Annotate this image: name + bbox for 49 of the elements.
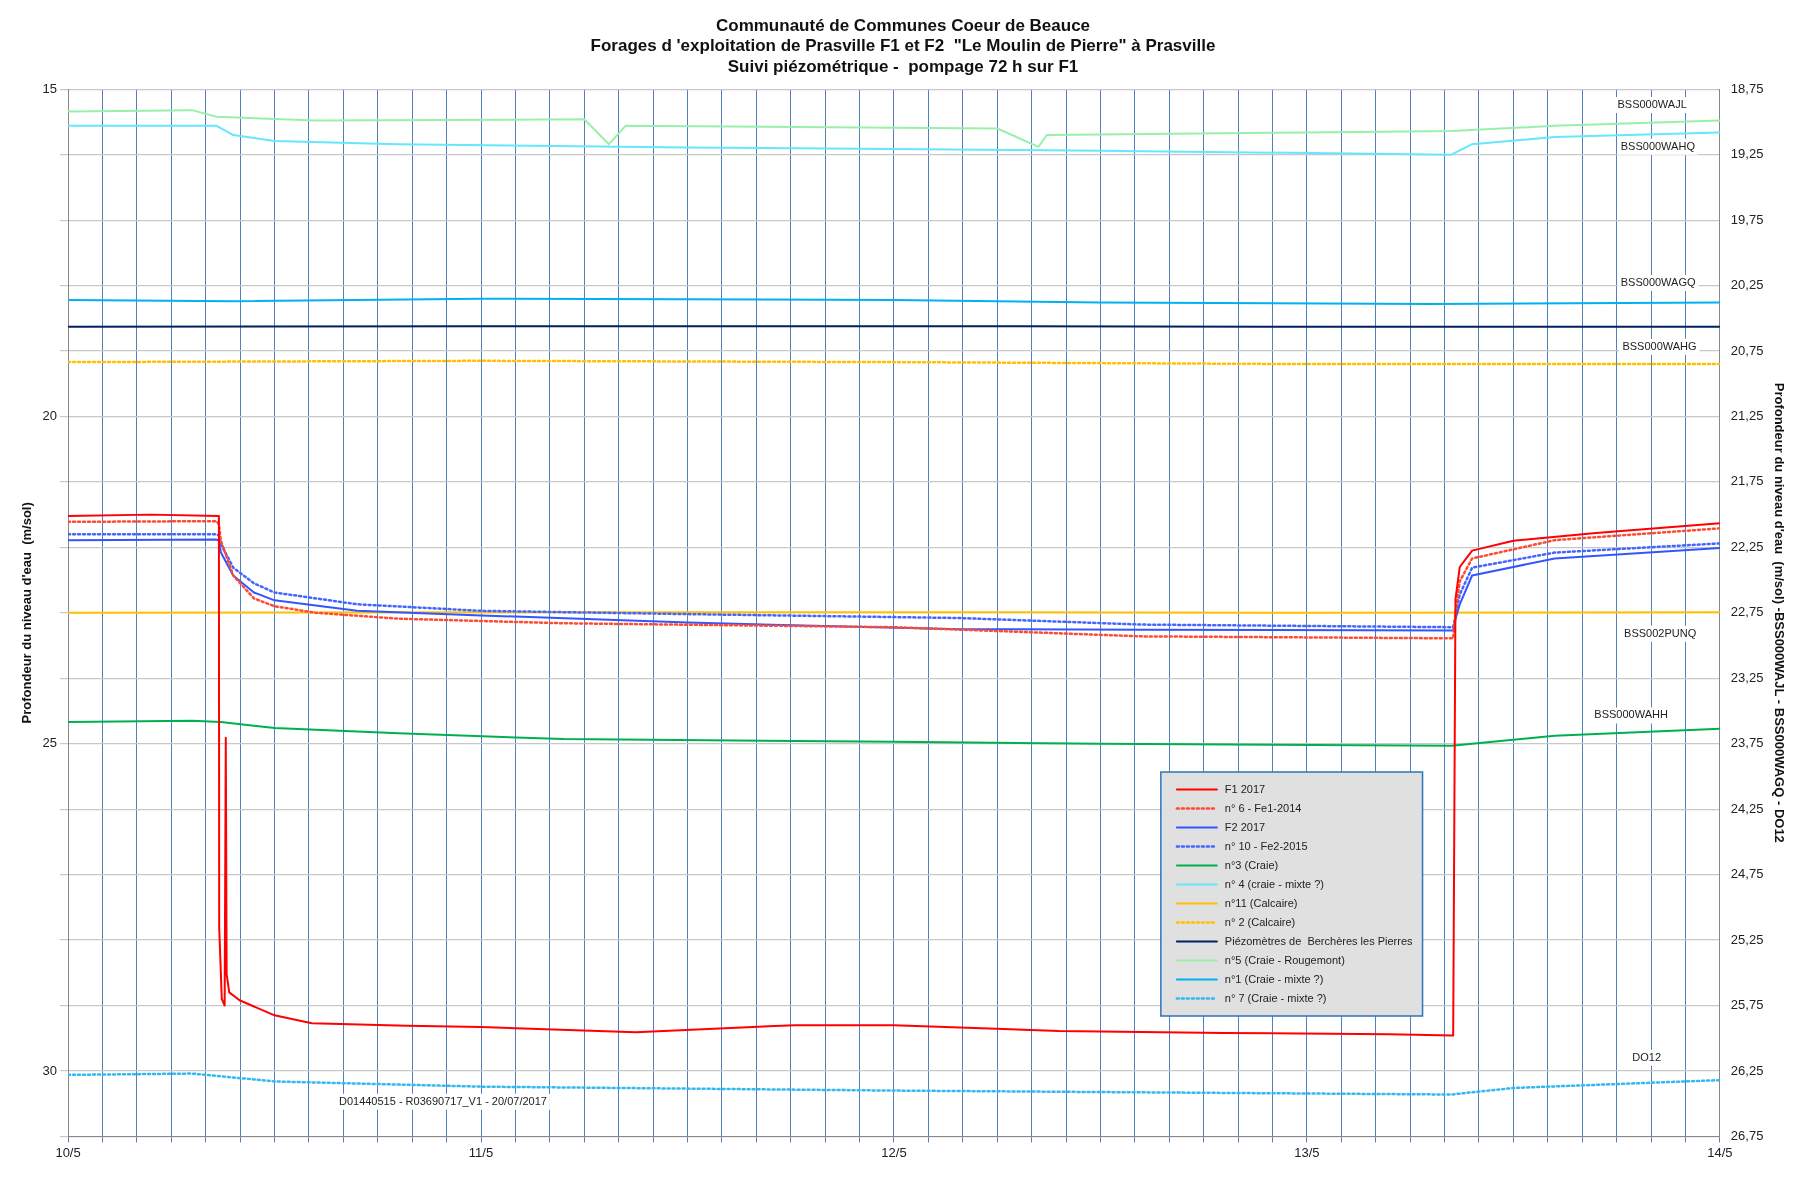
legend-label: n°1 (Craie - mixte ?) — [1224, 972, 1324, 985]
x-tick-label: 12/5 — [881, 1144, 907, 1160]
y2-tick-label: 22,25 — [1730, 538, 1764, 554]
annotation: BSS000WAHG — [1622, 339, 1697, 352]
y-tick-label: 25 — [42, 735, 58, 751]
y-tick-label: 30 — [42, 1062, 58, 1078]
y-tick-label: 20 — [42, 408, 58, 424]
legend-label: n° 7 (Craie - mixte ?) — [1224, 991, 1327, 1004]
y2-tick-label: 24,25 — [1730, 800, 1764, 816]
y2-tick-label: 21,75 — [1730, 473, 1764, 489]
annotation: BSS002PUNQ — [1624, 626, 1697, 639]
legend-label: n°11 (Calcaire) — [1224, 896, 1298, 909]
y2-tick-label: 25,75 — [1730, 997, 1764, 1013]
annotation: BSS000WAGQ — [1620, 275, 1696, 288]
x-tick-label: 11/5 — [468, 1144, 494, 1160]
y2-axis-title: Profondeur du niveau d'eau (m/sol) -BSS000WAJL - BSS000WAGQ - DO12 — [1771, 382, 1787, 843]
y2-tick-label: 19,75 — [1730, 211, 1764, 227]
chart-title: Communauté de Communes Coeur de Beauce Forages d 'exploitation de Prasville F1 et F2 "Le Moulin de Pierre" à Prasville Suivi piézométrique - pompage 72 h sur F1 — [590, 15, 1216, 76]
y-axis-title: Profondeur du niveau d'eau (m/sol) — [19, 502, 35, 724]
legend-label: n° 4 (craie - mixte ?) — [1224, 877, 1325, 890]
annotation: BSS000WAHQ — [1620, 139, 1696, 152]
annotation: DO12 — [1632, 1050, 1662, 1063]
legend-label: F2 2017 — [1224, 820, 1266, 833]
y2-tick-label: 26,25 — [1730, 1062, 1764, 1078]
annotation: BSS000WAHH — [1594, 708, 1668, 721]
y2-tick-label: 20,25 — [1730, 277, 1764, 293]
y2-tick-label: 24,75 — [1730, 866, 1764, 882]
legend-label: F1 2017 — [1224, 782, 1266, 795]
y2-tick-label: 21,25 — [1730, 408, 1764, 424]
x-tick-label: 10/5 — [55, 1144, 81, 1160]
x-tick-label: 14/5 — [1707, 1144, 1733, 1160]
legend-label: n°5 (Craie - Rougemont) — [1224, 953, 1345, 966]
y2-tick-label: 23,25 — [1730, 669, 1764, 685]
y2-tick-label: 25,25 — [1730, 931, 1764, 947]
annotation: BSS000WAJL — [1617, 97, 1687, 110]
legend-label: n° 10 - Fe2-2015 — [1224, 839, 1308, 852]
y2-tick-label: 22,75 — [1730, 604, 1764, 620]
y2-tick-label: 18,75 — [1730, 80, 1764, 96]
y2-tick-label: 26,75 — [1730, 1127, 1764, 1143]
y2-tick-label: 19,25 — [1730, 146, 1764, 162]
y-tick-label: 15 — [42, 80, 58, 96]
legend-label: n° 6 - Fe1-2014 — [1224, 801, 1302, 814]
x-tick-label: 13/5 — [1294, 1144, 1320, 1160]
legend-label: Piézomètres de Berchères les Pierres — [1224, 934, 1414, 947]
legend-label: n° 2 (Calcaire) — [1224, 915, 1296, 928]
legend-label: n°3 (Craie) — [1224, 858, 1279, 871]
annotation: D01440515 - R03690717_V1 - 20/07/2017 — [338, 1094, 547, 1107]
y2-tick-label: 20,75 — [1730, 342, 1764, 358]
y2-tick-label: 23,75 — [1730, 735, 1764, 751]
